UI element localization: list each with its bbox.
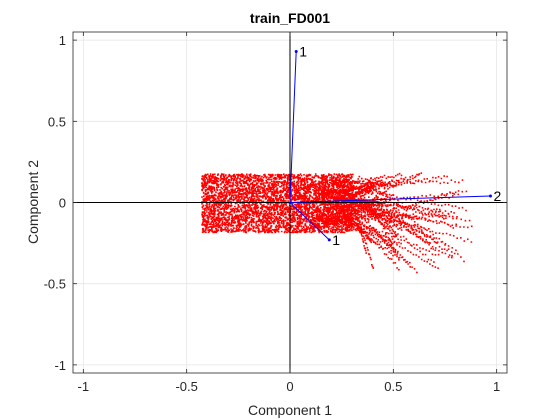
x-tick-label: 0.5 <box>384 379 402 394</box>
axis-ticks: -1 -0.5 0 0.5 1 -1 -0.5 0 0.5 1 <box>44 32 507 394</box>
x-axis-label: Component 1 <box>248 402 332 418</box>
vector-label-2: 2 <box>493 188 501 204</box>
vector-tip-3 <box>327 238 331 242</box>
vector-tip-2 <box>488 194 492 198</box>
y-tick-label: 1 <box>59 33 66 48</box>
loading-vectors: 1 2 1 <box>289 43 501 248</box>
vector-line-2 <box>289 195 491 203</box>
point-cloud <box>201 172 473 274</box>
y-tick-label: -1 <box>54 358 66 373</box>
y-tick-label: -0.5 <box>44 277 66 292</box>
vector-tip-1 <box>294 49 298 53</box>
vector-label-3: 1 <box>332 232 340 248</box>
chart-title: train_FD001 <box>250 10 330 26</box>
x-tick-label: 0 <box>286 379 293 394</box>
vector-label-1: 1 <box>299 43 307 59</box>
y-axis-label: Component 2 <box>25 160 41 244</box>
y-tick-label: 0 <box>59 196 66 211</box>
x-tick-label: -1 <box>78 379 90 394</box>
x-tick-label: -0.5 <box>175 379 197 394</box>
vector-line-1 <box>289 51 297 203</box>
vector-line-3 <box>289 202 330 241</box>
y-tick-label: 0.5 <box>48 114 66 129</box>
data-points <box>201 172 473 274</box>
x-tick-label: 1 <box>493 379 500 394</box>
